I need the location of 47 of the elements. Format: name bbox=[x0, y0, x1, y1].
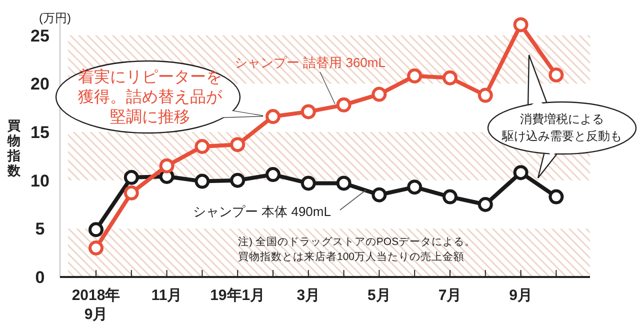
point bbox=[266, 109, 280, 124]
annotation: 消費増税による駆け込み需要と反動も bbox=[501, 112, 622, 143]
y-tick-label: 20 bbox=[30, 74, 50, 94]
y-tick-label: 15 bbox=[30, 123, 50, 142]
point bbox=[478, 88, 493, 103]
y-tick-label: 10 bbox=[30, 171, 50, 190]
point bbox=[548, 189, 564, 204]
point bbox=[513, 17, 528, 32]
annotation: 注) 全国のドラッグストアのPOSデータによる。買物指数とは来店者100万人当たりの売上金額 bbox=[238, 235, 476, 263]
point bbox=[159, 158, 174, 174]
x-tick-label: 5月 bbox=[368, 287, 391, 304]
x-tick-label: 2018年 9月 bbox=[72, 287, 120, 323]
point bbox=[88, 240, 104, 256]
point bbox=[442, 189, 458, 204]
point bbox=[442, 70, 458, 86]
point bbox=[266, 167, 280, 182]
x-tick-label: 9月 bbox=[509, 287, 532, 304]
point bbox=[336, 176, 352, 191]
series-label: シャンプー 本体 490mL bbox=[193, 204, 331, 219]
x-tick-label: 11月 bbox=[151, 287, 182, 304]
point bbox=[88, 222, 104, 238]
y-tick-label: 0 bbox=[35, 268, 45, 287]
annotation: 着実にリピーターを獲得。詰め替え品が堅調に推移 bbox=[78, 68, 223, 126]
point bbox=[407, 180, 422, 195]
y-tick-label: 5 bbox=[35, 220, 45, 239]
series-label: シャンプー 詰替用 360mL bbox=[234, 55, 386, 70]
x-tick-label: 19年1月 bbox=[210, 287, 266, 304]
point bbox=[478, 197, 493, 212]
point bbox=[372, 86, 387, 102]
x-tick-label: 3月 bbox=[296, 287, 320, 304]
point bbox=[548, 67, 564, 82]
point bbox=[194, 174, 210, 189]
point bbox=[300, 104, 316, 120]
point bbox=[124, 170, 139, 185]
x-tick-label: 7月 bbox=[438, 287, 462, 304]
point bbox=[372, 187, 387, 202]
point bbox=[194, 139, 210, 154]
point bbox=[300, 176, 316, 191]
point bbox=[230, 137, 246, 152]
point bbox=[407, 68, 422, 84]
annotation: (万円) bbox=[39, 11, 71, 25]
point bbox=[336, 97, 352, 112]
point bbox=[230, 172, 246, 188]
y-axis-title: 買物指数 bbox=[6, 118, 22, 178]
point bbox=[124, 185, 139, 200]
y-tick-label: 25 bbox=[30, 26, 50, 46]
point bbox=[513, 165, 528, 180]
